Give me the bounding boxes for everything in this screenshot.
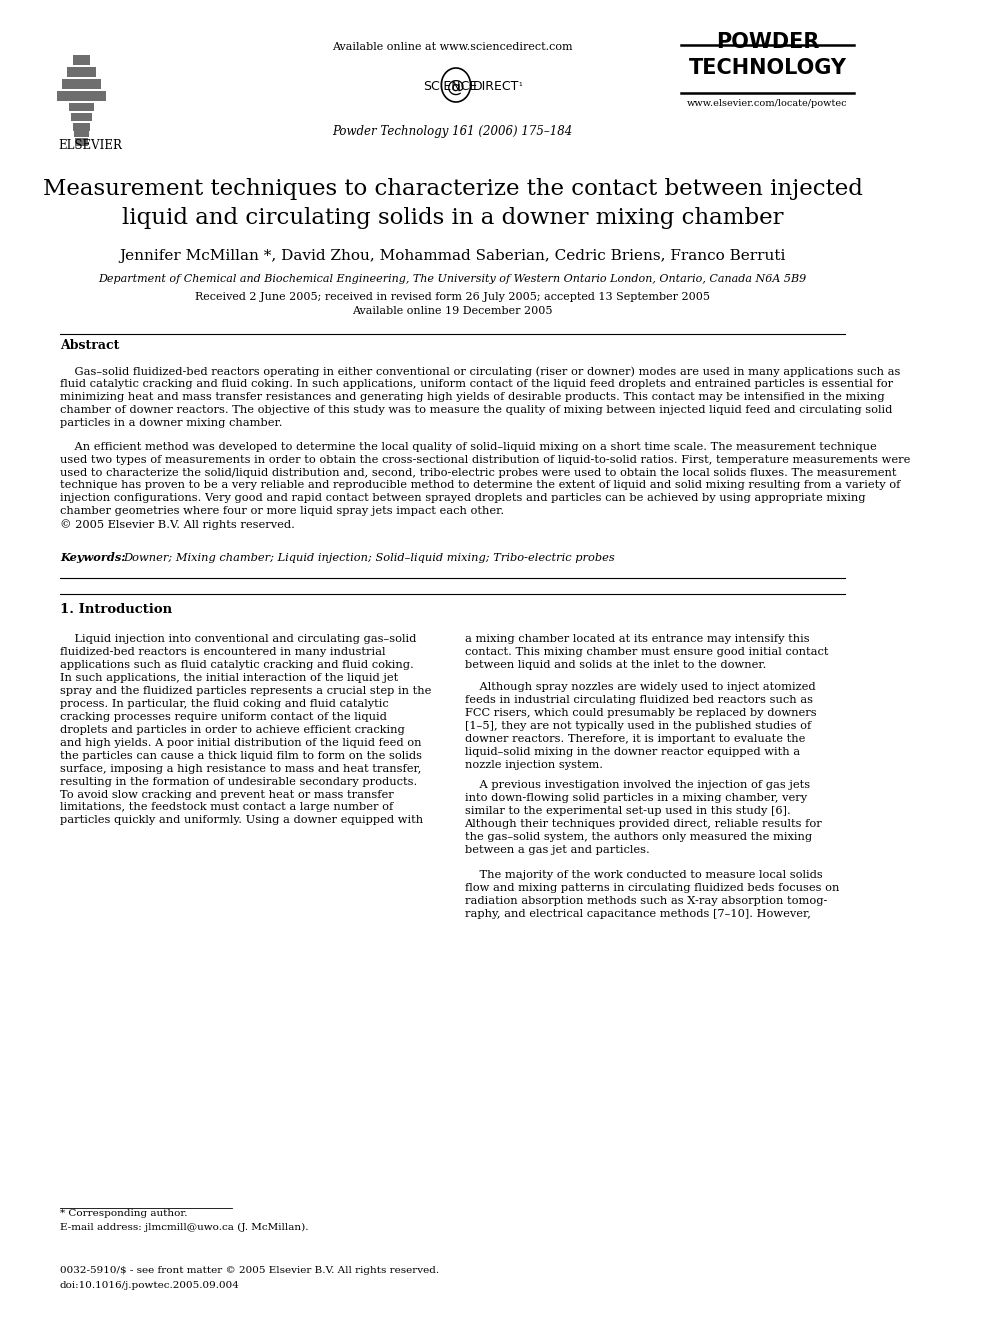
Bar [57, 91, 106, 101]
Bar [74, 138, 88, 146]
Text: An efficient method was developed to determine the local quality of solid–liquid: An efficient method was developed to det… [60, 442, 911, 529]
Text: 1. Introduction: 1. Introduction [60, 603, 172, 617]
Text: A previous investigation involved the injection of gas jets
into down-flowing so: A previous investigation involved the in… [464, 781, 822, 855]
Text: www.elsevier.com/locate/powtec: www.elsevier.com/locate/powtec [687, 99, 848, 108]
Text: Liquid injection into conventional and circulating gas–solid
fluidized-bed react: Liquid injection into conventional and c… [60, 634, 432, 826]
Text: Powder Technology 161 (2006) 175–184: Powder Technology 161 (2006) 175–184 [332, 124, 572, 138]
Text: TECHNOLOGY: TECHNOLOGY [688, 58, 846, 78]
Bar [62, 79, 101, 89]
Bar [73, 131, 89, 138]
Text: Available online at www.sciencedirect.com: Available online at www.sciencedirect.co… [332, 42, 572, 52]
Text: Keywords:: Keywords: [60, 552, 125, 564]
Text: E-mail address: jlmcmill@uwo.ca (J. McMillan).: E-mail address: jlmcmill@uwo.ca (J. McMi… [60, 1222, 309, 1232]
Text: SCIENCE: SCIENCE [424, 81, 477, 94]
Bar [72, 123, 90, 131]
Text: The majority of the work conducted to measure local solids
flow and mixing patte: The majority of the work conducted to me… [464, 871, 839, 919]
Bar [71, 112, 92, 120]
Text: doi:10.1016/j.powtec.2005.09.004: doi:10.1016/j.powtec.2005.09.004 [60, 1281, 240, 1290]
Text: DIRECT: DIRECT [473, 81, 520, 94]
Text: Downer; Mixing chamber; Liquid injection; Solid–liquid mixing; Tribo-electric pr: Downer; Mixing chamber; Liquid injection… [123, 553, 615, 564]
Text: a mixing chamber located at its entrance may intensify this
contact. This mixing: a mixing chamber located at its entrance… [464, 634, 828, 669]
Text: * Corresponding author.: * Corresponding author. [60, 1209, 187, 1218]
Text: 0032-5910/$ - see front matter © 2005 Elsevier B.V. All rights reserved.: 0032-5910/$ - see front matter © 2005 El… [60, 1266, 439, 1275]
Text: ¹: ¹ [518, 82, 522, 91]
Text: Although spray nozzles are widely used to inject atomized
feeds in industrial ci: Although spray nozzles are widely used t… [464, 681, 816, 770]
Text: ELSEVIER: ELSEVIER [59, 139, 122, 152]
Bar [50, 50, 131, 148]
Text: Received 2 June 2005; received in revised form 26 July 2005; accepted 13 Septemb: Received 2 June 2005; received in revise… [195, 292, 710, 302]
Text: Department of Chemical and Biochemical Engineering, The University of Western On: Department of Chemical and Biochemical E… [98, 274, 806, 284]
Text: POWDER: POWDER [716, 32, 819, 52]
Bar [72, 56, 90, 65]
Text: Gas–solid fluidized-bed reactors operating in either conventional or circulating: Gas–solid fluidized-bed reactors operati… [60, 366, 901, 427]
Text: Measurement techniques to characterize the contact between injected
liquid and c: Measurement techniques to characterize t… [43, 179, 862, 229]
Text: Jennifer McMillan *, David Zhou, Mohammad Saberian, Cedric Briens, Franco Berrut: Jennifer McMillan *, David Zhou, Mohamma… [119, 249, 786, 263]
Text: Abstract: Abstract [60, 339, 119, 352]
Text: Available online 19 December 2005: Available online 19 December 2005 [352, 306, 553, 316]
Bar [66, 67, 96, 77]
Bar [68, 103, 94, 111]
Text: @: @ [447, 78, 465, 97]
